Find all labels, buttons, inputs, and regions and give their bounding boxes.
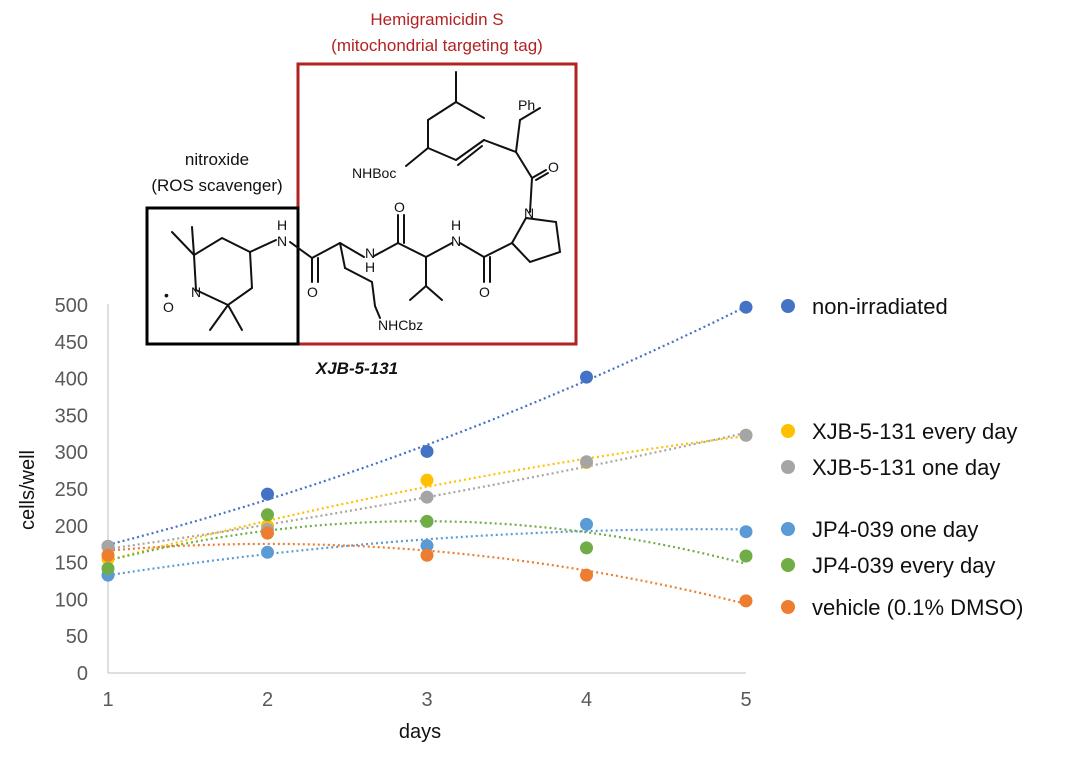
legend-label: XJB-5-131 every day	[812, 419, 1017, 444]
legend-label: JP4-039 every day	[812, 553, 995, 578]
label-radical-dot: •	[164, 287, 169, 303]
label-n-proline: N	[524, 205, 534, 221]
y-tick-label: 100	[55, 589, 88, 611]
y-tick-label: 350	[55, 405, 88, 427]
label-nhboc: NHBoc	[352, 165, 396, 181]
legend-label: non-irradiated	[812, 294, 948, 319]
data-point	[420, 548, 434, 562]
trendline	[107, 542, 747, 605]
legend-marker	[781, 522, 795, 536]
label-h-ornithine: H	[365, 259, 375, 275]
y-tick-label: 150	[55, 553, 88, 575]
data-point	[420, 490, 434, 504]
data-point	[420, 539, 434, 553]
legend: non-irradiated XJB-5-131 every day XJB-5-1…	[781, 294, 1024, 620]
legend-marker	[781, 600, 795, 614]
data-point	[739, 300, 753, 314]
x-tick-label: 2	[262, 689, 273, 711]
data-point	[580, 455, 593, 469]
label-o-valine: O	[394, 199, 405, 215]
data-point	[580, 541, 593, 555]
data-point	[739, 549, 753, 563]
x-tick-label: 1	[102, 689, 113, 711]
data-point	[739, 428, 753, 442]
y-tick-label: 250	[55, 479, 88, 501]
chemical-structure: Hemigramicidin S (mitochondrial targetin…	[145, 10, 578, 378]
y-tick-label: 50	[66, 626, 88, 648]
y-axis-title: cells/well	[17, 450, 39, 530]
data-point	[261, 545, 274, 559]
label-n-piperidine: N	[191, 284, 201, 300]
label-ph: Ph	[518, 97, 535, 113]
label-o-proline: O	[479, 284, 490, 300]
y-tick-label: 200	[55, 516, 88, 538]
legend-label: JP4-039 one day	[812, 517, 978, 542]
x-tick-label: 3	[421, 689, 432, 711]
label-n-valine: N	[451, 233, 461, 249]
y-tick-label: 450	[55, 332, 88, 354]
trendline	[107, 305, 747, 546]
data-point	[261, 526, 274, 540]
label-n-amide: N	[277, 233, 287, 249]
legend-marker	[781, 558, 795, 572]
data-point	[101, 561, 115, 575]
data-point	[580, 370, 593, 384]
axes	[107, 304, 746, 674]
data-point	[420, 473, 434, 487]
legend-marker	[781, 299, 795, 313]
label-h-valine: H	[451, 217, 461, 233]
legend-label: XJB-5-131 one day	[812, 455, 1000, 480]
label-o-ketone: O	[548, 159, 559, 175]
y-tick-label: 300	[55, 442, 88, 464]
x-axis-title: days	[399, 721, 441, 743]
label-o-piperidine: O	[163, 299, 174, 315]
hemigramicidin-box	[296, 62, 578, 346]
data-point	[420, 514, 434, 528]
x-tick-label: 4	[581, 689, 592, 711]
nitroxide-title: nitroxide	[185, 150, 249, 169]
data-point	[739, 525, 753, 539]
nitroxide-box	[145, 206, 300, 346]
y-tick-label: 500	[55, 295, 88, 317]
trendline	[107, 520, 747, 565]
data-point	[580, 517, 593, 531]
compound-name: XJB-5-131	[315, 359, 398, 378]
y-tick-label: 0	[77, 663, 88, 685]
legend-label: vehicle (0.1% DMSO)	[812, 595, 1024, 620]
legend-marker	[781, 424, 795, 438]
atom-labels: Ph NHBoc O N O H N N H O NHCbz O H N N O…	[163, 97, 559, 333]
label-nhcbz: NHCbz	[378, 317, 423, 333]
y-tick-label: 400	[55, 369, 88, 391]
data-point	[420, 444, 434, 458]
data-point	[580, 568, 593, 582]
nitroxide-subtitle: (ROS scavenger)	[151, 176, 282, 195]
data-point	[101, 548, 115, 562]
label-n-ornithine: N	[365, 245, 375, 261]
label-h-amide: H	[277, 217, 287, 233]
legend-marker	[781, 460, 795, 474]
hemigramicidin-title: Hemigramicidin S	[370, 10, 503, 29]
bonds	[171, 71, 562, 331]
data-point	[261, 508, 274, 522]
data-point	[739, 594, 753, 608]
x-tick-label: 5	[740, 689, 751, 711]
label-o-ornithine: O	[307, 284, 318, 300]
data-point	[261, 487, 274, 501]
hemigramicidin-subtitle: (mitochondrial targeting tag)	[331, 36, 543, 55]
tick-labels: 0 50 100 150 200 250 300 350 400 450 500 1 2 3 4 5	[55, 295, 752, 711]
data-points	[101, 300, 753, 608]
